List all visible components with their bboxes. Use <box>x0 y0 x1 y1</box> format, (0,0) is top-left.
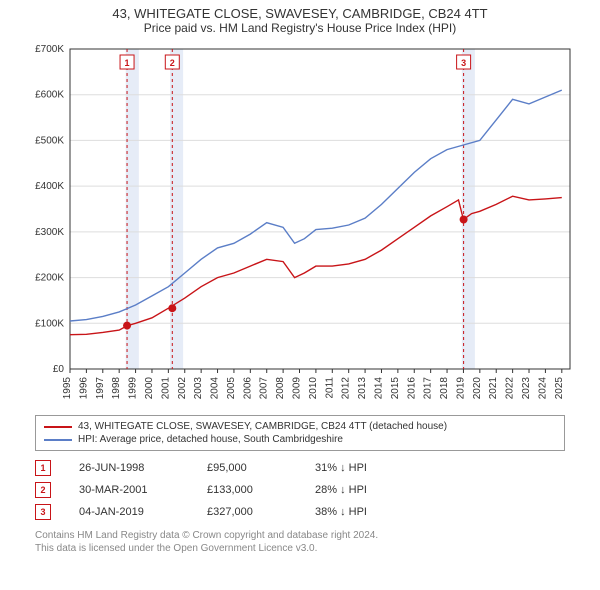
svg-text:2016: 2016 <box>406 377 417 400</box>
event-marker: 3 <box>35 504 51 520</box>
svg-text:£500K: £500K <box>35 135 64 146</box>
legend-swatch-blue <box>44 439 72 441</box>
svg-text:2011: 2011 <box>324 377 335 399</box>
event-marker: 2 <box>35 482 51 498</box>
chart-legend: 43, WHITEGATE CLOSE, SWAVESEY, CAMBRIDGE… <box>35 415 565 451</box>
legend-label: 43, WHITEGATE CLOSE, SWAVESEY, CAMBRIDGE… <box>78 421 447 432</box>
svg-text:2013: 2013 <box>357 377 368 400</box>
svg-text:£600K: £600K <box>35 90 64 101</box>
legend-row: HPI: Average price, detached house, Sout… <box>44 433 556 446</box>
event-marker: 1 <box>35 460 51 476</box>
event-diff: 38% ↓ HPI <box>315 506 415 518</box>
svg-text:£700K: £700K <box>35 44 64 55</box>
svg-text:2025: 2025 <box>554 377 565 400</box>
svg-text:2001: 2001 <box>160 377 171 400</box>
svg-text:2009: 2009 <box>292 377 303 400</box>
footer-attribution: Contains HM Land Registry data © Crown c… <box>35 529 565 555</box>
svg-text:2008: 2008 <box>275 377 286 400</box>
svg-text:2007: 2007 <box>259 377 270 400</box>
svg-text:2012: 2012 <box>341 377 352 400</box>
svg-text:2019: 2019 <box>455 377 466 400</box>
svg-text:2020: 2020 <box>472 377 483 400</box>
event-diff: 31% ↓ HPI <box>315 462 415 474</box>
event-price: £327,000 <box>207 506 287 518</box>
svg-text:1998: 1998 <box>111 377 122 400</box>
svg-text:£400K: £400K <box>35 181 64 192</box>
legend-row: 43, WHITEGATE CLOSE, SWAVESEY, CAMBRIDGE… <box>44 420 556 433</box>
svg-text:2015: 2015 <box>390 377 401 400</box>
svg-text:£300K: £300K <box>35 227 64 238</box>
svg-text:2018: 2018 <box>439 377 450 400</box>
page-title: 43, WHITEGATE CLOSE, SWAVESEY, CAMBRIDGE… <box>0 0 600 21</box>
svg-text:2014: 2014 <box>373 377 384 400</box>
svg-text:1996: 1996 <box>78 377 89 400</box>
legend-swatch-red <box>44 426 72 428</box>
svg-text:2010: 2010 <box>308 377 319 400</box>
svg-text:2005: 2005 <box>226 377 237 400</box>
svg-text:£0: £0 <box>53 364 65 375</box>
event-price: £133,000 <box>207 484 287 496</box>
svg-text:2017: 2017 <box>423 377 434 400</box>
svg-text:2003: 2003 <box>193 377 204 400</box>
price-chart: £0 £100K £200K £300K £400K £500K £600K £700K 199… <box>20 39 580 409</box>
svg-text:2021: 2021 <box>488 377 499 400</box>
svg-text:1999: 1999 <box>128 377 139 400</box>
event-date: 04-JAN-2019 <box>79 506 179 518</box>
svg-text:2023: 2023 <box>521 377 532 400</box>
svg-text:2000: 2000 <box>144 377 155 400</box>
event-diff: 28% ↓ HPI <box>315 484 415 496</box>
footer-line: Contains HM Land Registry data © Crown c… <box>35 529 565 542</box>
svg-text:1: 1 <box>125 58 130 68</box>
legend-label: HPI: Average price, detached house, Sout… <box>78 434 343 445</box>
svg-text:2022: 2022 <box>505 377 516 400</box>
svg-text:2002: 2002 <box>177 377 188 400</box>
event-row: 2 30-MAR-2001 £133,000 28% ↓ HPI <box>35 479 565 501</box>
event-date: 26-JUN-1998 <box>79 462 179 474</box>
svg-text:£200K: £200K <box>35 273 64 284</box>
event-row: 3 04-JAN-2019 £327,000 38% ↓ HPI <box>35 501 565 523</box>
event-date: 30-MAR-2001 <box>79 484 179 496</box>
svg-text:1995: 1995 <box>62 377 73 400</box>
events-table: 1 26-JUN-1998 £95,000 31% ↓ HPI 2 30-MAR-2001… <box>35 457 565 523</box>
svg-text:3: 3 <box>461 58 466 68</box>
svg-text:£100K: £100K <box>35 318 64 329</box>
footer-line: This data is licensed under the Open Gov… <box>35 542 565 555</box>
svg-text:2024: 2024 <box>537 377 548 400</box>
svg-text:2004: 2004 <box>210 377 221 400</box>
svg-text:2006: 2006 <box>242 377 253 400</box>
event-row: 1 26-JUN-1998 £95,000 31% ↓ HPI <box>35 457 565 479</box>
page-subtitle: Price paid vs. HM Land Registry's House … <box>0 21 600 39</box>
svg-text:1997: 1997 <box>95 377 106 400</box>
event-price: £95,000 <box>207 462 287 474</box>
svg-text:2: 2 <box>170 58 175 68</box>
